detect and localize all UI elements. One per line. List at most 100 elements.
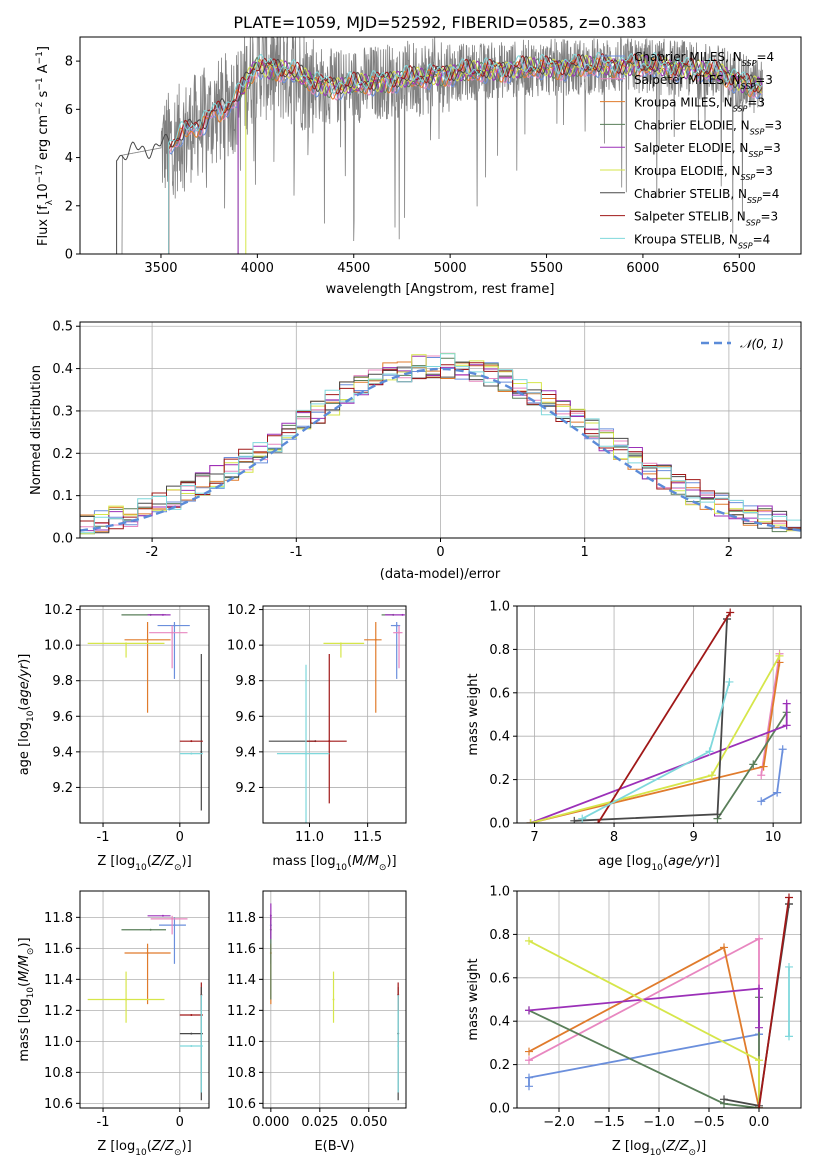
y-tick-label: 8 — [65, 55, 73, 70]
series-line-kroupa-stelib — [581, 681, 731, 820]
legend-label-kroupa-elodie: Kroupa ELODIE, NSSP=3 — [634, 164, 773, 182]
series-marker-kroupa-elodie — [526, 819, 535, 823]
legend-tail: =4 — [753, 232, 771, 246]
panel-residuals: -2 -1 0 1 2 0.0 0.1 0.2 0.3 0.4 0.5 𝒩(0, 1) (data-mo… — [29, 320, 802, 582]
x-tick-label: 0 — [436, 545, 444, 560]
y-tick-label: 11.2 — [227, 1004, 256, 1019]
label-part: ] — [36, 46, 51, 51]
x-tick-label: 6000 — [626, 261, 659, 276]
plot-area — [87, 613, 203, 811]
point-kroupa-miles — [146, 638, 149, 641]
label-part: )] — [182, 854, 192, 869]
label-part: 10 — [135, 1148, 147, 1158]
y-tick-label: 0.1 — [52, 489, 73, 504]
y-tick-label: 9.6 — [52, 710, 73, 725]
label-part: 10 — [651, 863, 663, 873]
series-marker-kroupa-miles — [525, 1047, 533, 1056]
label-part: erg cm — [36, 115, 51, 164]
label-part: )] — [17, 654, 32, 664]
axes-frame — [262, 605, 407, 824]
series-line-chabrier-elodie — [716, 711, 788, 820]
label-part: Flux [f — [36, 205, 51, 246]
label-part: ( — [663, 854, 668, 869]
axis-label: mass [log10(M/M⊙)] — [272, 854, 396, 873]
y-tick-label: 11.8 — [44, 911, 73, 926]
legend-sub: SSP — [738, 241, 753, 250]
axis-label: Z [log10(Z/Z⊙)] — [97, 1139, 191, 1158]
series-marker-chabrier-miles — [778, 745, 787, 754]
label-part: 10 — [135, 863, 147, 873]
y-tick-label: 9.8 — [235, 674, 256, 689]
plot-area — [269, 903, 400, 1101]
y-tick-label: 4 — [65, 151, 73, 166]
y-tick-label: 11.6 — [227, 942, 256, 957]
x-tick-label: -2 — [146, 545, 159, 560]
label-part: ⊙ — [379, 863, 387, 873]
axis-label: E(B-V) — [314, 1139, 354, 1154]
residual-histogram-salpeter-stelib — [80, 362, 801, 530]
point-salpeter-miles — [171, 631, 174, 634]
y-tick-label: 11.4 — [44, 973, 73, 988]
plot-area — [268, 613, 405, 823]
x-tick-label: 4000 — [241, 261, 274, 276]
legend-label-chabrier-stelib: Chabrier STELIB, NSSP=4 — [634, 187, 779, 205]
axes-frame — [262, 890, 407, 1109]
x-tick-label: 4500 — [337, 261, 370, 276]
label-part: 10 — [36, 183, 51, 200]
legend-text: Salpeter ELODIE, N — [634, 141, 748, 155]
plot-area — [526, 608, 791, 823]
residual-histogram-kroupa-stelib — [80, 353, 801, 534]
label-part: ⊙ — [174, 1148, 182, 1158]
y-tick-label: 1.0 — [489, 600, 510, 615]
axis-label: Z [log10(Z/Z⊙)] — [612, 1139, 706, 1158]
series-marker-kroupa-elodie — [755, 1056, 763, 1065]
series-marker-salpeter-elodie — [755, 984, 763, 993]
legend-text: Salpeter MILES, N — [634, 73, 741, 87]
y-axis-label: mass weight — [466, 958, 481, 1040]
series-marker-salpeter-stelib — [594, 819, 603, 823]
series-line-salpeter-miles — [760, 653, 781, 776]
series-marker-salpeter-elodie — [525, 1006, 533, 1015]
x-tick-label: 0.000 — [252, 1115, 289, 1130]
series-line-salpeter-elodie — [530, 703, 788, 823]
axis-label: age [log10(age/yr)] — [17, 654, 36, 776]
label-part: age [log — [17, 722, 32, 775]
legend-text: Salpeter STELIB, N — [634, 210, 746, 224]
series-marker-chabrier-miles — [525, 1082, 533, 1091]
y-tick-label: 10.6 — [227, 1097, 256, 1112]
label-part: )] — [182, 1139, 192, 1154]
y-tick-label: 11.4 — [227, 973, 256, 988]
series-marker-chabrier-stelib — [713, 810, 722, 819]
point-salpeter-stelib — [190, 1014, 193, 1016]
x-tick-label: 7 — [530, 830, 538, 845]
point-salpeter-miles — [171, 917, 174, 920]
series-line-salpeter-miles — [528, 937, 760, 1108]
label-part: Z [log — [97, 854, 135, 869]
y-tick-label: 10.8 — [44, 1066, 73, 1081]
y-tick-label: 10.8 — [227, 1066, 256, 1081]
series-line-kroupa-elodie — [530, 655, 781, 823]
legend-label-chabrier-miles: Chabrier MILES, NSSP=4 — [634, 50, 774, 68]
y-tick-label: 9.4 — [235, 745, 256, 760]
y-tick-label: 0.3 — [52, 404, 73, 419]
axis-label: mass [log10(M/M⊙)] — [17, 937, 36, 1061]
y-tick-label: 9.2 — [235, 781, 256, 796]
series-marker-chabrier-stelib — [720, 1095, 728, 1104]
series-marker-kroupa-elodie — [775, 651, 784, 660]
y-tick-label: 10.6 — [44, 1097, 73, 1112]
x-tick-label: 5000 — [434, 261, 467, 276]
point-kroupa-stelib — [190, 752, 193, 755]
legend-tail: =3 — [764, 118, 782, 132]
legend-label-chabrier-elodie: Chabrier ELODIE, NSSP=3 — [634, 118, 782, 136]
point-salpeter-stelib — [190, 740, 193, 743]
y-tick-label: 0.0 — [52, 532, 73, 547]
y-tick-label: 0.2 — [489, 773, 510, 788]
legend-tail: =3 — [755, 164, 773, 178]
label-part: M/M — [352, 854, 379, 869]
x-tick-label: 8 — [610, 830, 618, 845]
panel-age-vs-mass: 11.0 11.5 9.2 9.4 9.6 9.8 10.0 10.2 mass [log10(… — [227, 603, 407, 873]
y-tick-label: 0.4 — [489, 730, 510, 745]
panel-mass-weight-vs-z: −2.0 −1.5 −1.0 −0.5 0.0 0.0 0.2 0.4 0.6 0.8 1.0 Z [… — [466, 885, 802, 1158]
label-part: ( — [661, 1139, 666, 1154]
